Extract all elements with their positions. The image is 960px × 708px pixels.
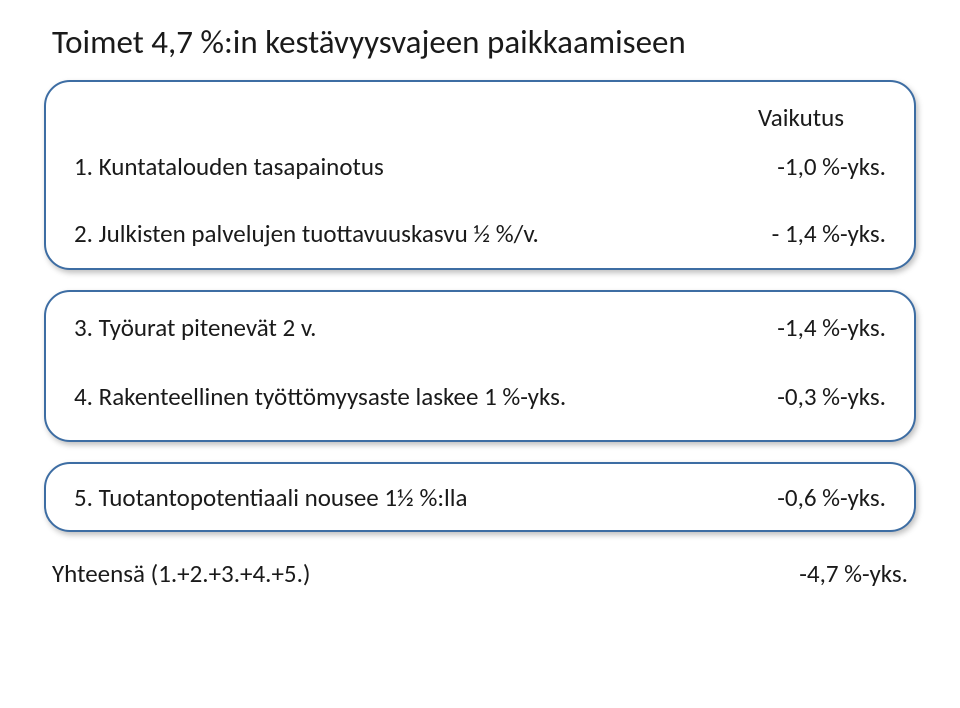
row-value: -0,6 %-yks. <box>736 482 886 515</box>
row-value: -0,3 %-yks. <box>736 381 886 414</box>
slide: Toimet 4,7 %:in kestävyysvajeen paikkaam… <box>0 0 960 708</box>
box-2: 3. Työurat pitenevät 2 v. -1,4 %-yks. 4.… <box>44 290 916 442</box>
box1-row-1: 1. Kuntatalouden tasapainotus -1,0 %-yks… <box>74 151 886 184</box>
box1-row-2: 2. Julkisten palvelujen tuottavuuskasvu … <box>74 218 886 251</box>
row-value: -1,4 %-yks. <box>736 312 886 345</box>
row-value: - 1,4 %-yks. <box>736 218 886 251</box>
box3-row-1: 5. Tuotantopotentiaali nousee 1½ %:lla -… <box>74 482 886 515</box>
row-text: 5. Tuotantopotentiaali nousee 1½ %:lla <box>74 482 736 515</box>
box-1: Vaikutus 1. Kuntatalouden tasapainotus -… <box>44 80 916 270</box>
box2-row-2: 4. Rakenteellinen työttömyysaste laskee … <box>74 381 886 414</box>
row-text: 2. Julkisten palvelujen tuottavuuskasvu … <box>74 218 736 251</box>
row-text: 1. Kuntatalouden tasapainotus <box>74 151 736 184</box>
summary-label: Yhteensä (1.+2.+3.+4.+5.) <box>52 558 310 589</box>
summary-value: -4,7 %-yks. <box>799 558 908 589</box>
vaikutus-label: Vaikutus <box>758 102 844 133</box>
row-value: -1,0 %-yks. <box>736 151 886 184</box>
vaikutus-header: Vaikutus <box>74 102 886 133</box>
box2-row-1: 3. Työurat pitenevät 2 v. -1,4 %-yks. <box>74 312 886 345</box>
box-3: 5. Tuotantopotentiaali nousee 1½ %:lla -… <box>44 462 916 532</box>
slide-title: Toimet 4,7 %:in kestävyysvajeen paikkaam… <box>52 22 916 62</box>
row-text: 4. Rakenteellinen työttömyysaste laskee … <box>74 381 736 414</box>
summary-row: Yhteensä (1.+2.+3.+4.+5.) -4,7 %-yks. <box>52 558 908 589</box>
row-text: 3. Työurat pitenevät 2 v. <box>74 312 736 345</box>
